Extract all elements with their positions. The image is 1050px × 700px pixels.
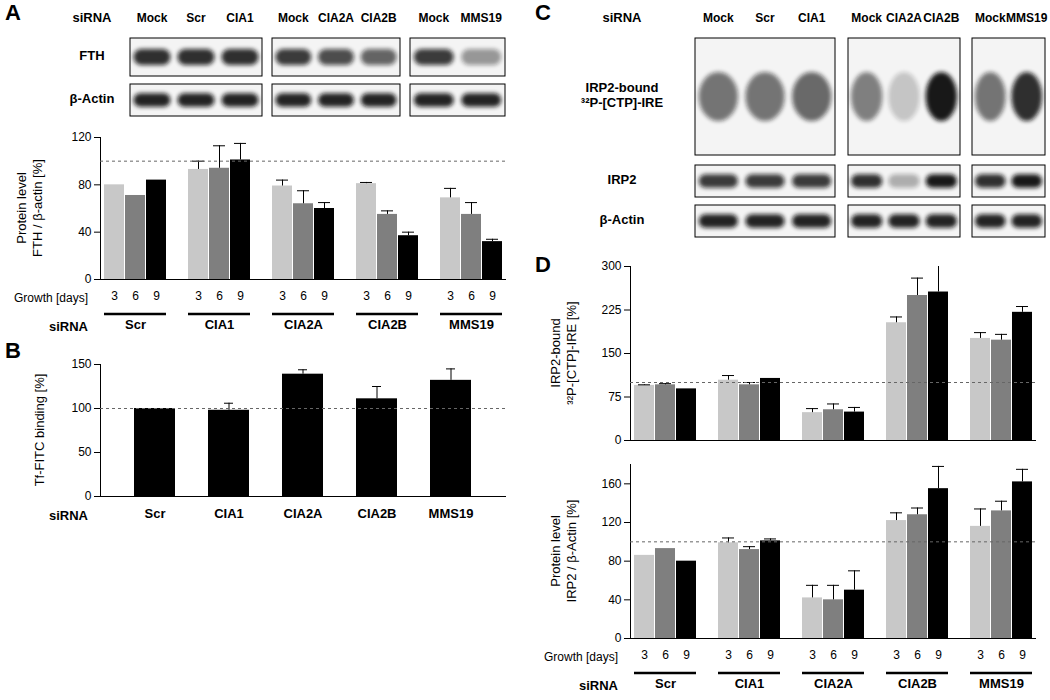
svg-text:Mock: Mock [418,11,449,25]
svg-text:9: 9 [683,648,690,662]
svg-text:300: 300 [601,259,621,273]
svg-text:CIA1: CIA1 [798,11,826,25]
svg-text:CIA2A: CIA2A [283,506,323,521]
svg-text:Scr: Scr [755,11,775,25]
svg-text:9: 9 [1019,648,1026,662]
svg-text:MMS19: MMS19 [449,317,494,332]
svg-text:CIA2A: CIA2A [318,11,354,25]
svg-text:Mock: Mock [278,11,309,25]
svg-text:9: 9 [767,648,774,662]
svg-text:0: 0 [615,433,622,447]
svg-text:6: 6 [746,648,753,662]
svg-text:CIA1: CIA1 [205,317,235,332]
svg-text:siRNA: siRNA [602,10,642,25]
svg-text:Mock: Mock [137,11,168,25]
svg-text:3: 3 [279,289,286,303]
svg-text:150: 150 [71,357,91,371]
svg-text:CIA2A: CIA2A [284,317,324,332]
svg-text:3: 3 [809,648,816,662]
svg-text:Protein levelIRP2 / β-Actin [%: Protein levelIRP2 / β-Actin [%] [548,500,579,603]
svg-text:CIA2A: CIA2A [886,11,922,25]
svg-text:IRP2-bound³²P-[CTP]-IRE: IRP2-bound³²P-[CTP]-IRE [581,80,664,111]
svg-text:CIA2B: CIA2B [357,506,396,521]
svg-text:120: 120 [601,515,621,529]
svg-text:siRNA: siRNA [49,319,89,334]
svg-text:80: 80 [608,554,622,568]
svg-text:CIA2B: CIA2B [898,676,937,691]
svg-text:CIA1: CIA1 [735,676,765,691]
svg-text:Growth [days]: Growth [days] [14,291,88,305]
svg-text:CIA1: CIA1 [214,506,244,521]
svg-text:CIA2B: CIA2B [361,11,397,25]
svg-text:40: 40 [608,593,622,607]
svg-text:Protein levelFTH / β-actin [%]: Protein levelFTH / β-actin [%] [14,159,45,257]
svg-text:MMS19: MMS19 [429,506,474,521]
svg-text:0: 0 [85,489,92,503]
svg-text:6: 6 [830,648,837,662]
svg-text:100: 100 [71,401,91,415]
svg-text:0: 0 [85,272,92,286]
svg-text:Scr: Scr [655,676,676,691]
svg-text:Mock: Mock [975,11,1006,25]
svg-text:6: 6 [132,289,139,303]
svg-text:6: 6 [384,289,391,303]
svg-text:6: 6 [662,648,669,662]
svg-text:3: 3 [447,289,454,303]
html-text:D: D [535,252,551,277]
svg-text:6: 6 [300,289,307,303]
svg-text:9: 9 [935,648,942,662]
svg-text:β-Actin: β-Actin [70,91,115,106]
svg-text:75: 75 [608,390,622,404]
svg-text:40: 40 [78,225,92,239]
svg-text:80: 80 [78,178,92,192]
svg-text:Scr: Scr [186,11,206,25]
svg-text:β-Actin: β-Actin [600,212,645,227]
svg-text:0: 0 [615,631,622,645]
svg-text:siRNA: siRNA [49,508,89,523]
svg-text:6: 6 [914,648,921,662]
svg-text:MMS19: MMS19 [1006,11,1048,25]
svg-text:3: 3 [725,648,732,662]
svg-text:120: 120 [71,130,91,144]
svg-text:FTH: FTH [79,48,104,63]
svg-text:IRP2: IRP2 [608,172,637,187]
svg-text:IRP2-bound³²P-[CTP]-IRE [%]: IRP2-bound³²P-[CTP]-IRE [%] [548,301,579,404]
svg-text:3: 3 [893,648,900,662]
html-text:C: C [535,0,551,25]
svg-text:3: 3 [641,648,648,662]
svg-text:Scr: Scr [145,506,166,521]
svg-text:9: 9 [237,289,244,303]
svg-text:3: 3 [977,648,984,662]
html-text:A: A [5,0,21,25]
svg-text:CIA2A: CIA2A [814,676,854,691]
svg-text:160: 160 [601,477,621,491]
svg-text:MMS19: MMS19 [461,11,503,25]
svg-text:6: 6 [998,648,1005,662]
svg-text:9: 9 [851,648,858,662]
svg-text:9: 9 [405,289,412,303]
svg-text:CIA2B: CIA2B [368,317,407,332]
svg-text:siRNA: siRNA [579,678,619,693]
html-text:B: B [5,338,21,363]
svg-text:Mock: Mock [851,11,882,25]
svg-text:9: 9 [321,289,328,303]
svg-text:6: 6 [468,289,475,303]
svg-text:3: 3 [195,289,202,303]
svg-text:Tf-FITC binding [%]: Tf-FITC binding [%] [32,374,47,487]
svg-text:MMS19: MMS19 [979,676,1024,691]
svg-text:3: 3 [111,289,118,303]
svg-text:50: 50 [78,445,92,459]
svg-text:Scr: Scr [125,317,146,332]
svg-text:9: 9 [489,289,496,303]
svg-text:6: 6 [216,289,223,303]
svg-text:CIA1: CIA1 [226,11,254,25]
svg-text:Growth [days]: Growth [days] [544,650,618,664]
svg-text:Mock: Mock [703,11,734,25]
svg-text:siRNA: siRNA [72,10,112,25]
svg-text:3: 3 [363,289,370,303]
svg-text:9: 9 [153,289,160,303]
svg-text:225: 225 [601,303,621,317]
svg-text:150: 150 [601,346,621,360]
svg-text:CIA2B: CIA2B [923,11,959,25]
